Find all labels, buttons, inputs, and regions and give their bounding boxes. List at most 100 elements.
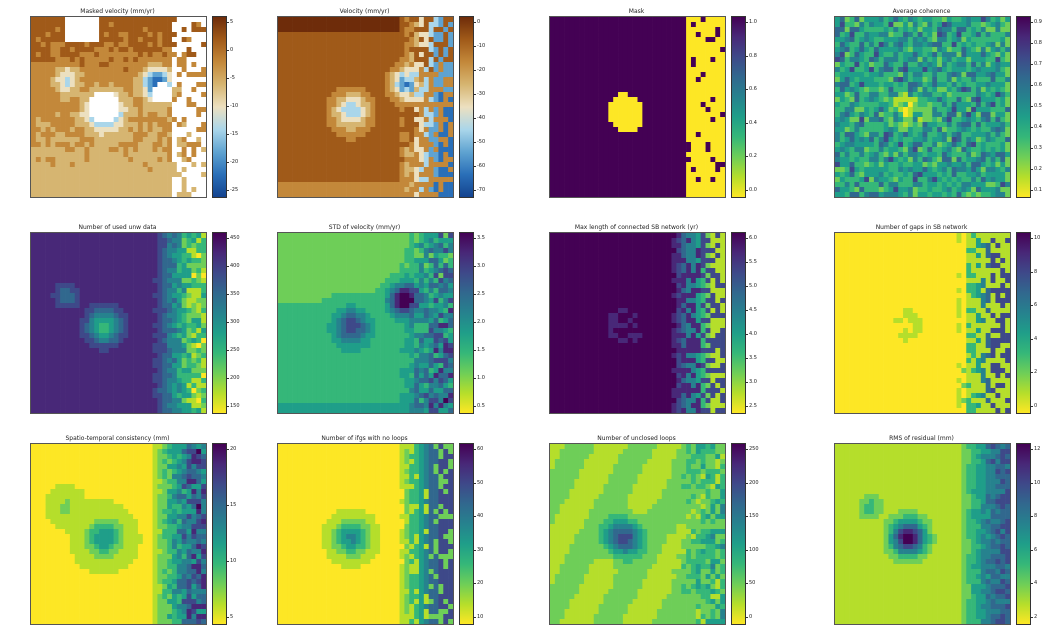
heatmap-cell: [980, 57, 986, 63]
heatmap-cell: [681, 152, 687, 158]
heatmap-cell: [389, 72, 395, 78]
heatmap-cell: [336, 92, 342, 98]
heatmap-cell: [191, 32, 197, 38]
heatmap-cell: [627, 57, 633, 63]
heatmap-cell: [176, 57, 182, 63]
heatmap-cell: [297, 167, 303, 173]
heatmap-cell: [302, 67, 308, 73]
heatmap-cell: [671, 42, 677, 48]
heatmap-cell: [995, 62, 1001, 68]
heatmap-cell: [40, 82, 46, 88]
heatmap-cell: [336, 52, 342, 58]
heatmap-cell: [278, 62, 284, 68]
heatmap-cell: [433, 27, 439, 33]
heatmap-cell: [167, 152, 173, 158]
heatmap-cell: [883, 127, 889, 133]
heatmap-cell: [152, 137, 158, 143]
heatmap-cell: [961, 47, 967, 53]
heatmap-cell: [108, 112, 114, 118]
heatmap-cell: [152, 97, 158, 103]
heatmap-cell: [384, 62, 391, 68]
heatmap-cell: [854, 147, 860, 153]
heatmap-cell: [196, 32, 202, 38]
heatmap-cell: [598, 22, 604, 28]
heatmap-cell: [196, 72, 202, 78]
heatmap-cell: [627, 172, 633, 178]
heatmap-cell: [380, 167, 386, 173]
heatmap-cell: [844, 112, 850, 118]
heatmap-cell: [341, 172, 347, 178]
heatmap-cell: [995, 152, 1001, 158]
heatmap-cell: [60, 62, 66, 68]
heatmap-cell: [710, 112, 716, 118]
heatmap-cell: [278, 22, 284, 28]
heatmap-cell: [686, 32, 692, 38]
heatmap-cell: [133, 187, 139, 193]
heatmap-cell: [162, 157, 168, 163]
heatmap-cell: [656, 37, 663, 43]
heatmap-cell: [966, 82, 972, 88]
heatmap-cell: [569, 117, 575, 123]
heatmap-cell: [932, 32, 938, 38]
heatmap-cell: [990, 42, 996, 48]
heatmap-cell: [55, 17, 61, 23]
heatmap-cell: [302, 47, 308, 53]
heatmap-cell: [608, 102, 614, 108]
heatmap-cell: [995, 57, 1001, 63]
heatmap-cell: [113, 47, 119, 53]
heatmap-cell: [176, 167, 182, 173]
heatmap-cell: [937, 22, 943, 28]
heatmap-cell: [584, 87, 590, 93]
heatmap-cell: [142, 157, 148, 163]
heatmap-cell: [903, 87, 909, 93]
heatmap-cell: [898, 157, 904, 163]
heatmap-cell: [715, 27, 721, 33]
heatmap-cell: [350, 97, 357, 103]
heatmap-cell: [302, 192, 308, 197]
heatmap-cell: [690, 142, 697, 148]
heatmap-cell: [79, 32, 85, 38]
heatmap-cell: [642, 172, 648, 178]
heatmap-cell: [50, 192, 56, 197]
heatmap-cell: [423, 22, 429, 28]
heatmap-cell: [108, 132, 114, 138]
heatmap-cell: [835, 82, 841, 88]
heatmap-cell: [854, 67, 860, 73]
heatmap-cell: [608, 112, 614, 118]
heatmap-cell: [917, 62, 923, 68]
heatmap-cell: [705, 72, 711, 78]
heatmap-cell: [443, 107, 449, 113]
heatmap-cell: [89, 72, 95, 78]
heatmap-cell: [593, 192, 599, 197]
heatmap-cell: [686, 47, 692, 53]
heatmap-cell: [128, 177, 134, 183]
heatmap-cell: [941, 37, 948, 43]
heatmap-cell: [326, 192, 332, 197]
heatmap-cell: [642, 82, 648, 88]
heatmap-cell: [661, 142, 667, 148]
heatmap-cell: [99, 157, 105, 163]
heatmap-cell: [584, 77, 590, 83]
heatmap-cell: [287, 192, 293, 197]
heatmap-cell: [380, 162, 386, 168]
heatmap-cell: [307, 122, 313, 128]
heatmap-cell: [898, 87, 904, 93]
heatmap-cell: [695, 147, 701, 153]
heatmap-cell: [961, 92, 967, 98]
heatmap-cell: [873, 112, 880, 118]
heatmap-cell: [642, 27, 648, 33]
heatmap-cell: [593, 142, 599, 148]
heatmap-cell: [637, 77, 643, 83]
heatmap-cell: [40, 142, 46, 148]
heatmap-cell: [191, 127, 197, 133]
heatmap-cell: [414, 122, 420, 128]
heatmap-cell: [137, 147, 144, 153]
heatmap-cell: [588, 107, 595, 113]
heatmap-cell: [951, 62, 957, 68]
heatmap-cell: [608, 82, 614, 88]
heatmap-cell: [907, 72, 914, 78]
heatmap-cell: [316, 152, 323, 158]
heatmap-cell: [181, 152, 187, 158]
heatmap-cell: [647, 62, 653, 68]
heatmap-cell: [864, 52, 870, 58]
